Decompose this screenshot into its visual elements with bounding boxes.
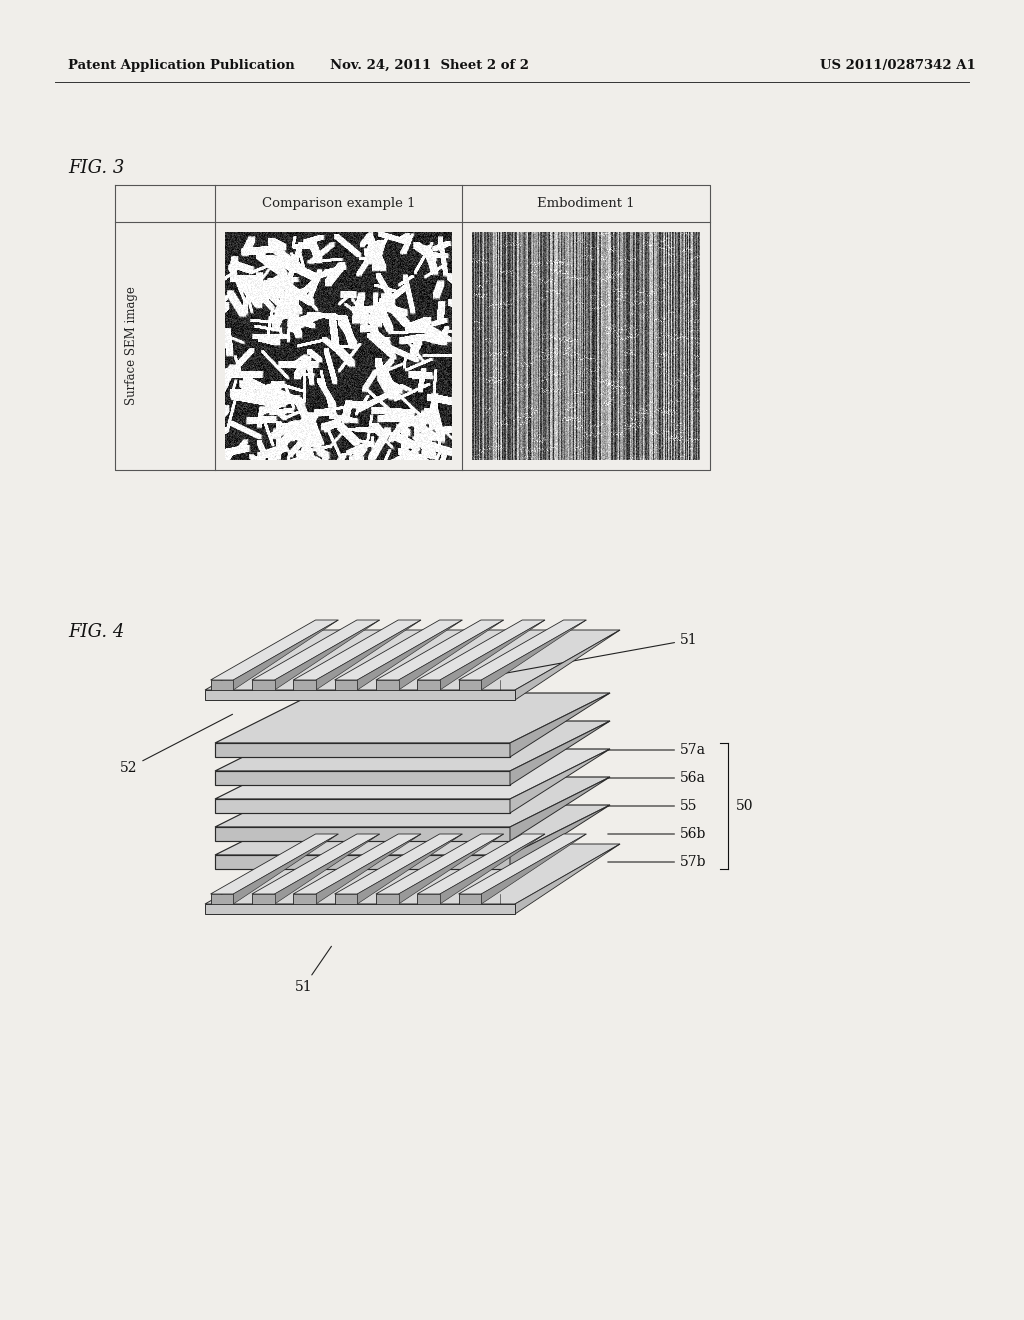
Polygon shape — [459, 680, 481, 690]
Polygon shape — [211, 834, 338, 894]
Polygon shape — [440, 620, 545, 690]
Polygon shape — [274, 620, 380, 690]
Polygon shape — [510, 721, 610, 785]
Text: 51: 51 — [499, 634, 697, 675]
Polygon shape — [211, 680, 233, 690]
Polygon shape — [376, 894, 398, 904]
Polygon shape — [215, 748, 610, 799]
Text: FIG. 4: FIG. 4 — [68, 623, 124, 642]
Polygon shape — [459, 834, 587, 894]
Polygon shape — [215, 771, 510, 785]
Polygon shape — [459, 894, 481, 904]
Polygon shape — [481, 834, 587, 904]
Polygon shape — [293, 620, 421, 680]
Polygon shape — [252, 834, 380, 894]
Polygon shape — [510, 693, 610, 756]
Polygon shape — [316, 620, 421, 690]
Polygon shape — [215, 777, 610, 828]
Text: 56a: 56a — [608, 771, 706, 785]
Polygon shape — [510, 748, 610, 813]
Polygon shape — [316, 834, 421, 904]
Text: Comparison example 1: Comparison example 1 — [262, 197, 416, 210]
Polygon shape — [417, 834, 545, 894]
Text: 52: 52 — [120, 714, 232, 775]
Text: Patent Application Publication: Patent Application Publication — [68, 58, 295, 71]
Polygon shape — [215, 693, 610, 743]
Polygon shape — [398, 834, 504, 904]
Polygon shape — [515, 630, 620, 700]
Polygon shape — [440, 834, 545, 904]
Polygon shape — [417, 680, 440, 690]
Polygon shape — [215, 855, 510, 869]
Polygon shape — [417, 894, 440, 904]
Polygon shape — [335, 894, 357, 904]
Polygon shape — [252, 894, 274, 904]
Text: US 2011/0287342 A1: US 2011/0287342 A1 — [820, 58, 976, 71]
Polygon shape — [510, 777, 610, 841]
Polygon shape — [515, 843, 620, 913]
Polygon shape — [274, 834, 380, 904]
Polygon shape — [481, 620, 587, 690]
Polygon shape — [205, 630, 620, 690]
Text: 55: 55 — [608, 799, 697, 813]
Text: 50: 50 — [736, 799, 754, 813]
Polygon shape — [205, 690, 515, 700]
Text: FIG. 3: FIG. 3 — [68, 158, 124, 177]
Polygon shape — [335, 620, 462, 680]
Text: 57a: 57a — [608, 743, 706, 756]
Polygon shape — [233, 834, 338, 904]
Polygon shape — [233, 620, 338, 690]
Polygon shape — [205, 904, 515, 913]
Polygon shape — [510, 805, 610, 869]
Polygon shape — [376, 620, 504, 680]
Polygon shape — [417, 620, 545, 680]
Polygon shape — [335, 834, 462, 894]
Text: 51: 51 — [295, 946, 332, 994]
Polygon shape — [215, 805, 610, 855]
Polygon shape — [376, 680, 398, 690]
Polygon shape — [252, 620, 380, 680]
Polygon shape — [211, 894, 233, 904]
Polygon shape — [335, 680, 357, 690]
Polygon shape — [252, 680, 274, 690]
Text: Surface SEM image: Surface SEM image — [126, 286, 138, 405]
Polygon shape — [293, 834, 421, 894]
Text: 57b: 57b — [608, 855, 707, 869]
Polygon shape — [376, 834, 504, 894]
Text: Embodiment 1: Embodiment 1 — [538, 197, 635, 210]
Polygon shape — [215, 799, 510, 813]
Polygon shape — [398, 620, 504, 690]
Polygon shape — [211, 620, 338, 680]
Polygon shape — [293, 894, 316, 904]
Polygon shape — [215, 743, 510, 756]
Text: Nov. 24, 2011  Sheet 2 of 2: Nov. 24, 2011 Sheet 2 of 2 — [331, 58, 529, 71]
Polygon shape — [459, 620, 587, 680]
Polygon shape — [215, 721, 610, 771]
Polygon shape — [205, 843, 620, 904]
Polygon shape — [293, 680, 316, 690]
Text: 56b: 56b — [608, 828, 707, 841]
Polygon shape — [215, 828, 510, 841]
Polygon shape — [357, 834, 462, 904]
Polygon shape — [357, 620, 462, 690]
